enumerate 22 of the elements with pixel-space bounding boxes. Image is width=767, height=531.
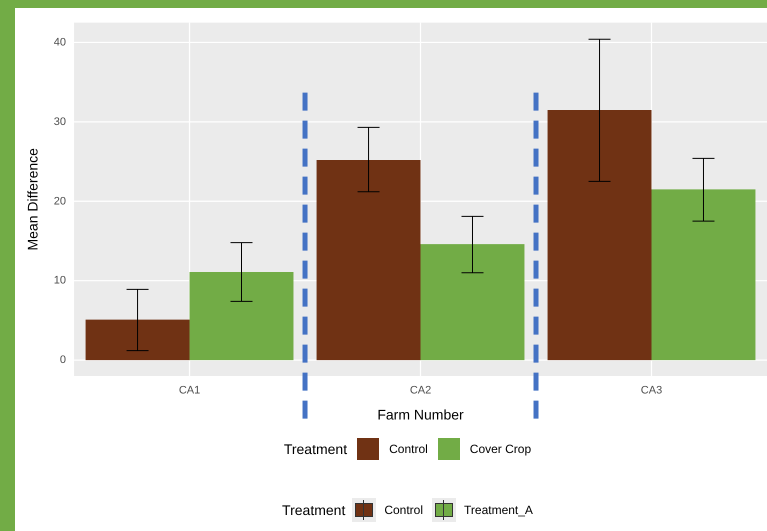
bar (548, 110, 652, 360)
y-tick-label: 10 (54, 274, 66, 287)
x-tick-label: CA1 (178, 384, 200, 397)
y-tick-label: 20 (54, 195, 66, 208)
bar (86, 320, 190, 360)
y-tick-label: 0 (60, 354, 66, 366)
y-axis-title: Mean Difference (24, 148, 40, 251)
bar (652, 189, 756, 360)
text: Control (384, 503, 424, 517)
bar (420, 244, 524, 360)
y-tick-label: 30 (54, 116, 66, 128)
x-axis-title: Farm Number (377, 406, 464, 422)
legend-label: Control (389, 442, 428, 456)
legend-title: Treatment (284, 441, 348, 457)
y-tick-label: 40 (54, 36, 66, 48)
x-tick-label: CA3 (640, 384, 662, 397)
bar (190, 272, 294, 360)
x-tick-label: CA2 (410, 384, 432, 397)
text: Treatment_A (464, 503, 533, 517)
bar (316, 160, 421, 360)
legend-label: Cover Crop (470, 442, 532, 456)
text: Treatment (282, 502, 346, 518)
